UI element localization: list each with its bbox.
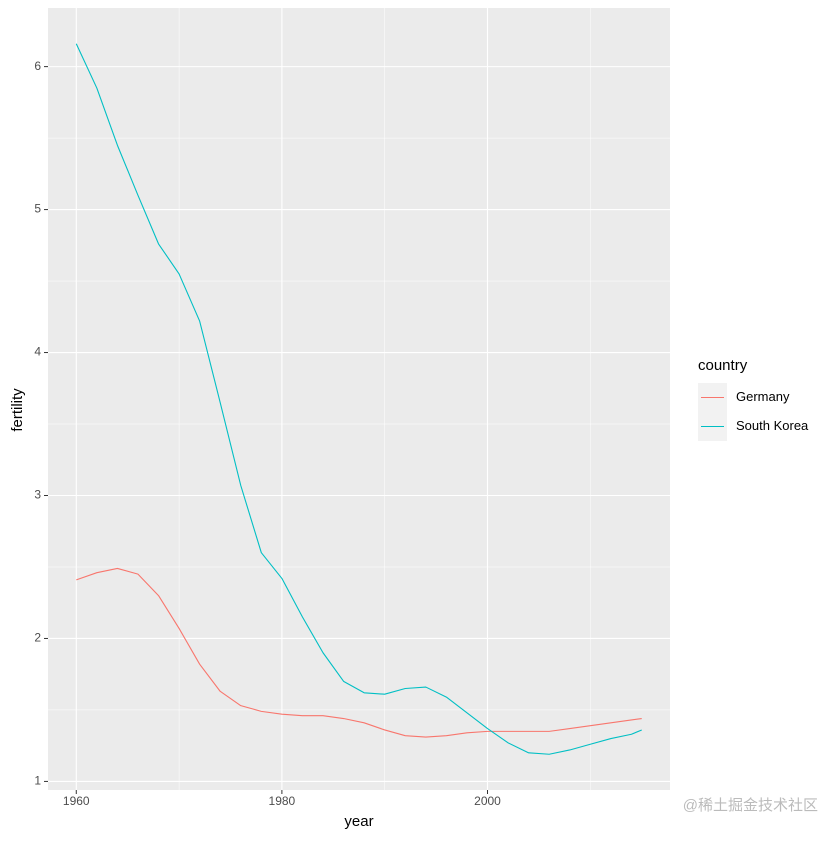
- y-tick-label: 5: [34, 202, 41, 216]
- watermark: @稀土掘金技术社区: [683, 797, 818, 814]
- series-line: [76, 567, 642, 738]
- x-tick-label: 2000: [474, 794, 501, 808]
- y-tick-label: 6: [34, 59, 41, 73]
- series-line: [75, 43, 642, 755]
- legend-label: South Korea: [736, 418, 809, 433]
- legend-title: country: [698, 357, 748, 374]
- x-tick-label: 1960: [63, 794, 90, 808]
- panel: [48, 8, 670, 790]
- x-axis-label: year: [344, 813, 373, 830]
- y-tick-label: 1: [34, 774, 41, 788]
- legend-label: Germany: [736, 389, 790, 404]
- y-tick-label: 4: [34, 345, 41, 359]
- y-tick-label: 2: [34, 631, 41, 645]
- x-tick-label: 1980: [269, 794, 296, 808]
- y-axis-label: fertility: [9, 388, 26, 432]
- y-tick-label: 3: [34, 488, 41, 502]
